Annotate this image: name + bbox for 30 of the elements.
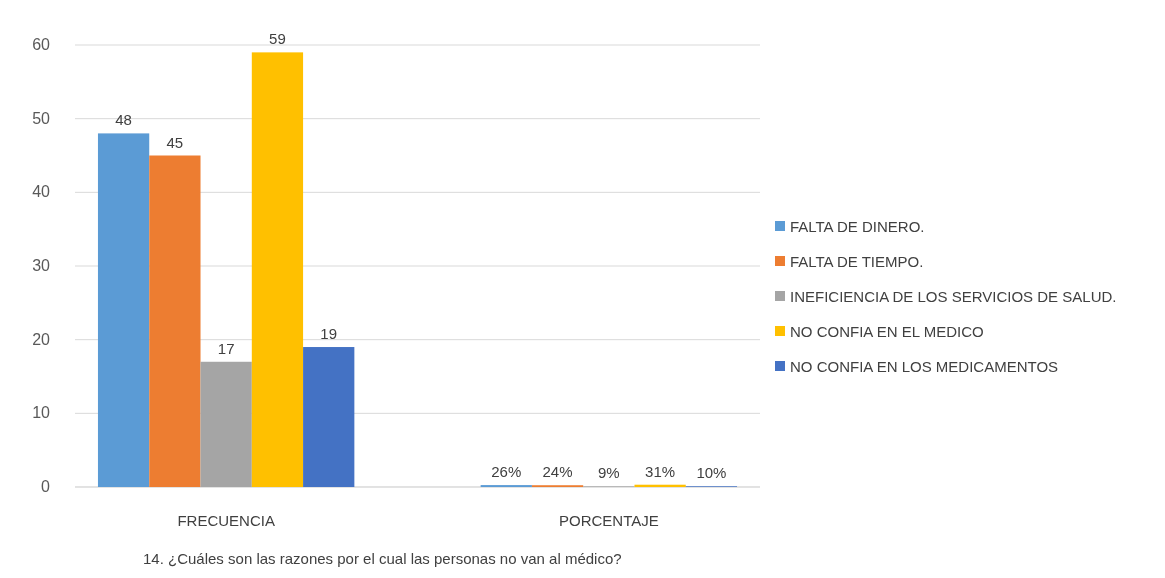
data-label: 10% (696, 464, 727, 482)
y-tick-label: 0 (41, 478, 51, 495)
legend-label: INEFICIENCIA DE LOS SERVICIOS DE SALUD. (790, 288, 1117, 305)
y-tick-label: 20 (32, 330, 51, 348)
legend-label: FALTA DE DINERO. (790, 218, 925, 235)
data-label: 26% (491, 463, 522, 481)
bar (149, 155, 201, 487)
data-label: 48 (115, 111, 132, 129)
y-tick-label: 60 (32, 36, 51, 53)
data-label: 45 (166, 133, 184, 151)
y-tick-label: 10 (32, 404, 51, 422)
data-label: 31% (645, 462, 676, 480)
legend-label: FALTA DE TIEMPO. (790, 253, 924, 270)
bar (200, 361, 252, 487)
text: 14. ¿Cuáles son las razones por el cual las personas no van al médico? (143, 550, 622, 567)
bar (97, 133, 150, 487)
data-label: 24% (542, 463, 573, 481)
data-label: 19 (320, 325, 338, 343)
x-tick-label: FRECUENCIA (177, 512, 275, 529)
data-label: 9% (598, 464, 620, 482)
y-tick-label: 40 (32, 183, 51, 201)
legend-label: NO CONFIA EN EL MEDICO (790, 323, 984, 340)
y-tick-label: 50 (32, 109, 51, 127)
data-label: 59 (269, 30, 286, 48)
y-tick-label: 30 (32, 257, 51, 274)
legend-label: NO CONFIA EN LOS MEDICAMENTOS (790, 358, 1059, 375)
x-tick-label: PORCENTAJE (558, 512, 659, 529)
bar (251, 52, 304, 487)
data-label: 17 (217, 339, 235, 357)
bar (303, 347, 355, 487)
